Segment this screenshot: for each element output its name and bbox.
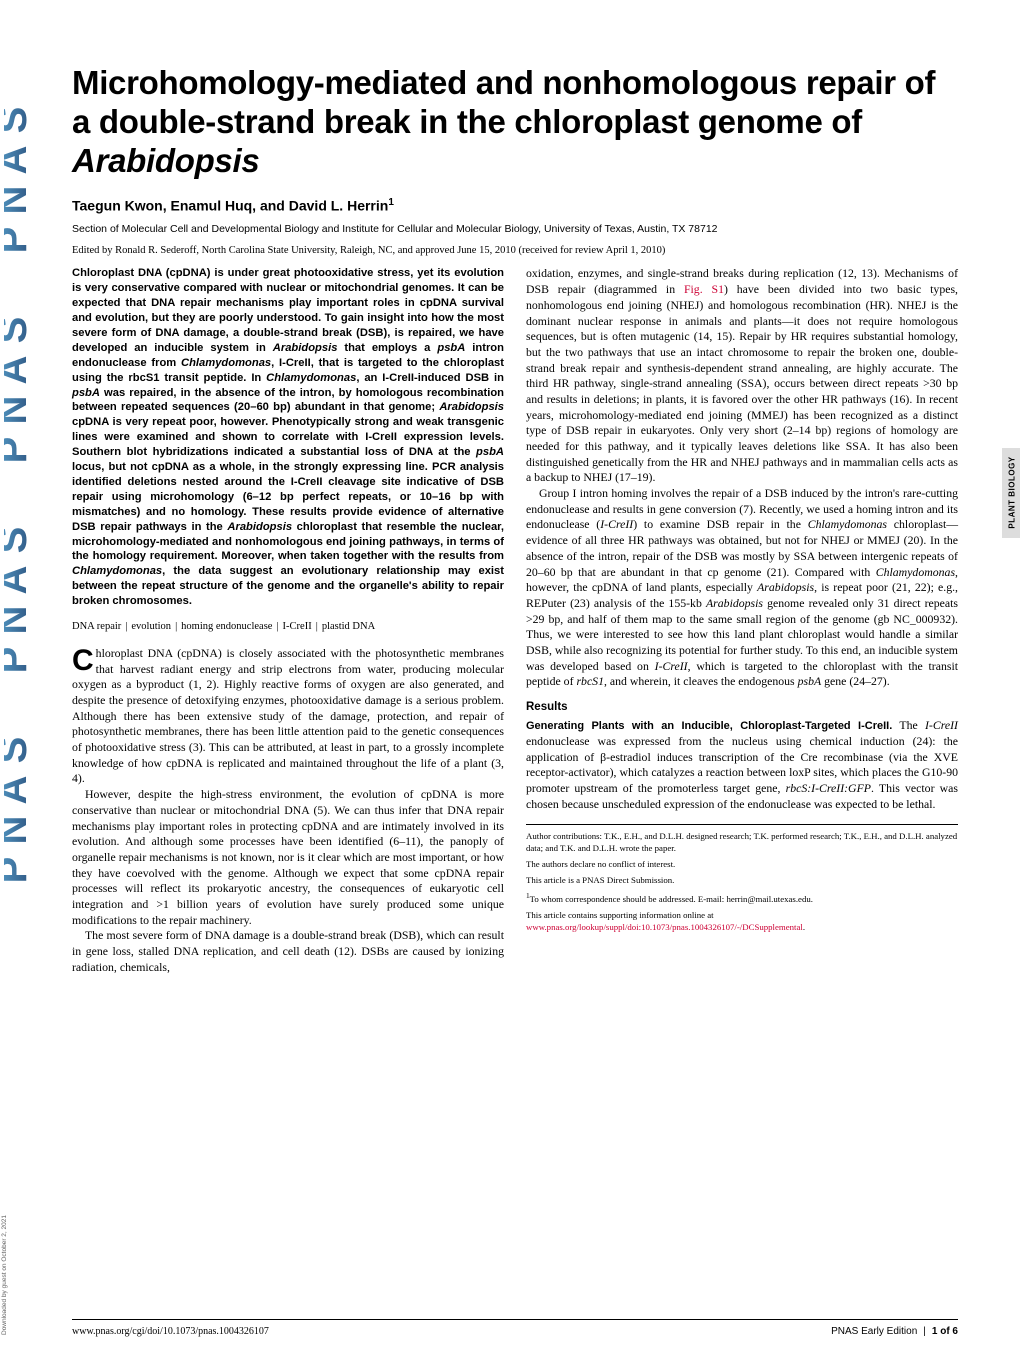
fn-conflict: The authors declare no conflict of inter…: [526, 859, 958, 871]
abstract: Chloroplast DNA (cpDNA) is under great p…: [72, 266, 504, 608]
svg-text:A: A: [4, 776, 35, 805]
results-heading: Results: [526, 700, 958, 715]
col2-p2: Group I intron homing involves the repai…: [526, 486, 958, 690]
article-content: Microhomology-mediated and nonhomologous…: [72, 64, 958, 975]
footnotes: Author contributions: T.K., E.H., and D.…: [526, 824, 958, 933]
svg-text:P: P: [4, 647, 35, 674]
section-label: PLANT BIOLOGY: [1002, 448, 1020, 538]
svg-text:S: S: [4, 317, 35, 344]
download-note: Downloaded by guest on October 2, 2021: [1, 1215, 8, 1335]
footer-doi: www.pnas.org/cgi/doi/10.1073/pnas.100432…: [72, 1326, 269, 1337]
svg-text:A: A: [4, 356, 35, 385]
intro-p3: The most severe form of DNA damage is a …: [72, 928, 504, 975]
page-footer: www.pnas.org/cgi/doi/10.1073/pnas.100432…: [72, 1319, 958, 1337]
body-left: Chloroplast DNA (cpDNA) is closely assoc…: [72, 646, 504, 975]
svg-text:P: P: [4, 437, 35, 464]
svg-text:P: P: [4, 857, 35, 884]
kw: I-CreII: [283, 621, 312, 632]
svg-text:S: S: [4, 527, 35, 554]
fn-corr: 1To whom correspondence should be addres…: [526, 891, 958, 906]
fn-si: This article contains supporting informa…: [526, 910, 958, 934]
results-subheading: Generating Plants with an Inducible, Chl…: [526, 720, 892, 732]
intro-p2: However, despite the high-stress environ…: [72, 787, 504, 928]
edited-by: Edited by Ronald R. Sederoff, North Caro…: [72, 245, 958, 256]
svg-text:S: S: [4, 107, 35, 134]
si-link[interactable]: www.pnas.org/lookup/suppl/doi:10.1073/pn…: [526, 922, 803, 932]
right-column: oxidation, enzymes, and single-strand br…: [526, 266, 958, 975]
kw: homing endonuclease: [181, 621, 272, 632]
svg-text:S: S: [4, 737, 35, 764]
article-title: Microhomology-mediated and nonhomologous…: [72, 64, 958, 181]
col2-p1: oxidation, enzymes, and single-strand br…: [526, 266, 958, 486]
author-sup: 1: [388, 197, 394, 208]
footer-page: PNAS Early Edition|1 of 6: [831, 1326, 958, 1337]
pnas-logo-strip: S A N P S A N P S A N P S A N P: [4, 80, 48, 1300]
svg-text:A: A: [4, 566, 35, 595]
kw: evolution: [131, 621, 171, 632]
svg-text:A: A: [4, 146, 35, 175]
author-names: Taegun Kwon, Enamul Huq, and David L. He…: [72, 197, 388, 213]
kw: plastid DNA: [322, 621, 375, 632]
affiliation: Section of Molecular Cell and Developmen…: [72, 223, 958, 235]
svg-text:N: N: [4, 606, 35, 635]
intro-p1: Chloroplast DNA (cpDNA) is closely assoc…: [72, 646, 504, 787]
section-label-text: PLANT BIOLOGY: [1008, 453, 1017, 533]
svg-text:N: N: [4, 396, 35, 425]
fn-direct: This article is a PNAS Direct Submission…: [526, 875, 958, 887]
keywords-line: DNA repair|evolution|homing endonuclease…: [72, 621, 504, 632]
svg-text:N: N: [4, 816, 35, 845]
results-p1: Generating Plants with an Inducible, Chl…: [526, 718, 958, 812]
svg-text:P: P: [4, 227, 35, 254]
authors: Taegun Kwon, Enamul Huq, and David L. He…: [72, 197, 958, 214]
body-right: oxidation, enzymes, and single-strand br…: [526, 266, 958, 812]
two-column-layout: Chloroplast DNA (cpDNA) is under great p…: [72, 266, 958, 975]
kw: DNA repair: [72, 621, 121, 632]
left-column: Chloroplast DNA (cpDNA) is under great p…: [72, 266, 504, 975]
fn-contrib: Author contributions: T.K., E.H., and D.…: [526, 831, 958, 855]
svg-text:N: N: [4, 186, 35, 215]
